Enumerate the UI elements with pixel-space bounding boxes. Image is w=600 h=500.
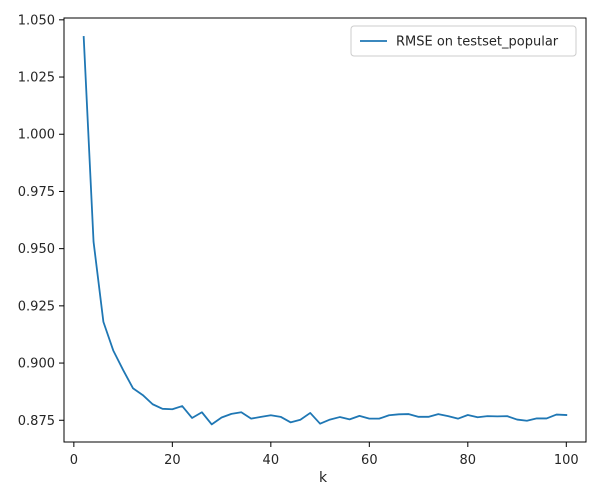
x-axis-label: k (319, 470, 328, 486)
x-tick-label: 80 (460, 453, 477, 468)
legend-box (350, 25, 577, 57)
y-tick-label: 0.900 (18, 357, 55, 372)
legend-label: RMSE on testset_popular (396, 35, 559, 50)
y-tick-label: 0.975 (18, 185, 55, 200)
y-tick-label: 0.950 (18, 242, 55, 257)
x-axis: 0 20 40 60 80 100 (70, 442, 579, 468)
plot-frame (63, 17, 587, 443)
x-tick-label: 0 (70, 453, 78, 468)
plot-area (63, 17, 587, 443)
y-tick-label: 1.050 (18, 13, 55, 28)
x-tick-label: 60 (361, 453, 378, 468)
y-axis: 0.875 0.900 0.925 0.950 0.975 1.000 1.025 1.050 (18, 13, 64, 429)
y-tick-label: 1.000 (18, 128, 55, 143)
y-tick-label: 1.025 (18, 71, 55, 86)
series-line-0 (82, 36, 568, 426)
series-layer (82, 36, 568, 426)
x-tick-label: 100 (554, 453, 579, 468)
y-tick-label: 0.875 (18, 414, 55, 429)
legend: RMSE on testset_popular (350, 25, 577, 57)
x-tick-label: 40 (263, 453, 280, 468)
y-tick-label: 0.925 (18, 299, 55, 314)
x-tick-label: 20 (164, 453, 181, 468)
